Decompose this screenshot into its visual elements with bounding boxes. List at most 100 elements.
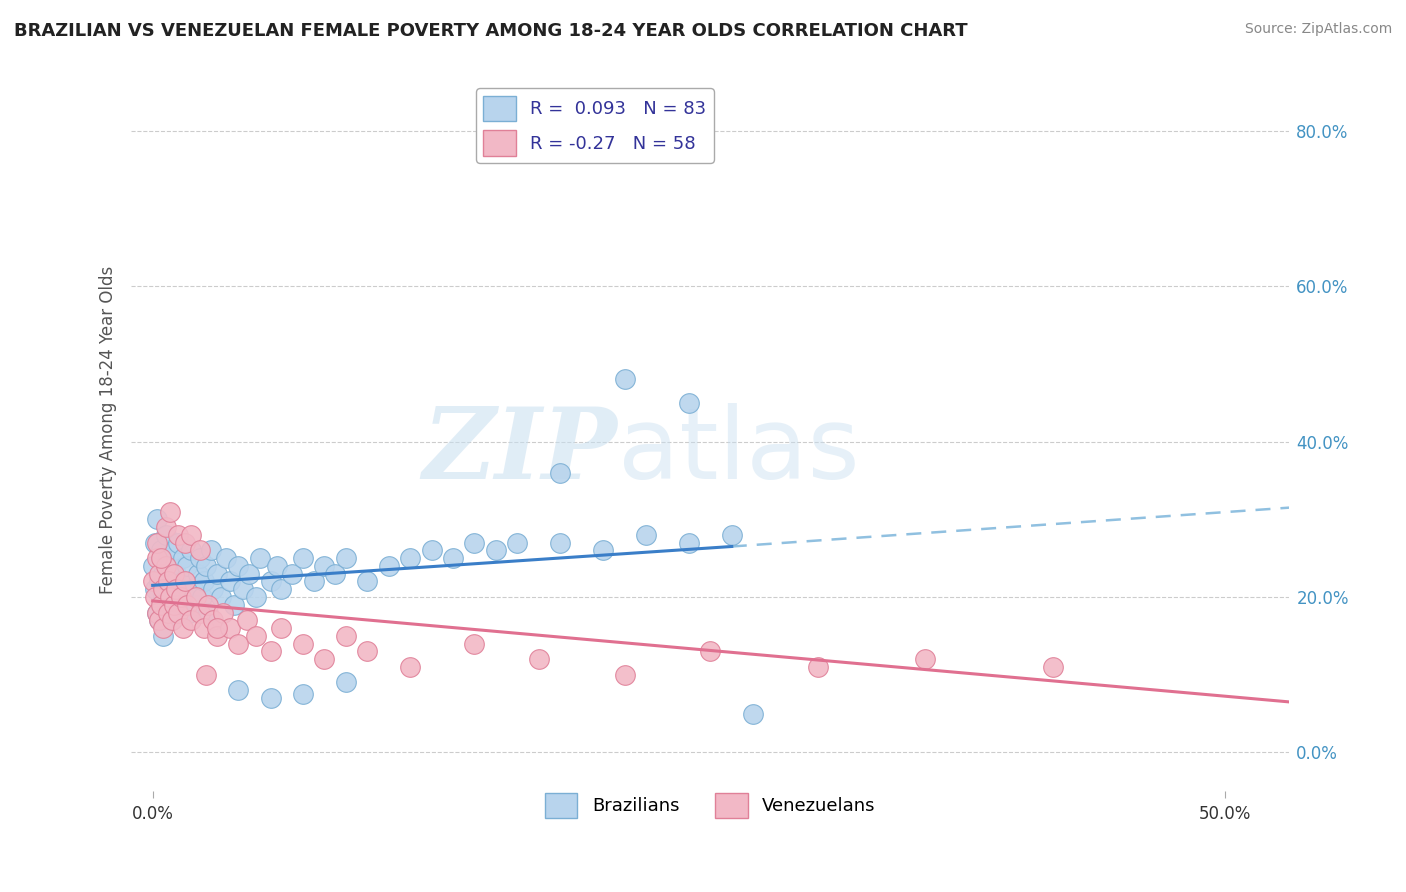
Point	[159, 598, 181, 612]
Point	[219, 621, 242, 635]
Point	[146, 535, 169, 549]
Point	[200, 543, 222, 558]
Point	[548, 466, 571, 480]
Point	[228, 637, 250, 651]
Point	[159, 590, 181, 604]
Point	[169, 598, 191, 612]
Text: ZIP: ZIP	[423, 403, 617, 500]
Point	[152, 590, 174, 604]
Point	[152, 621, 174, 635]
Point	[314, 652, 336, 666]
Point	[236, 613, 259, 627]
Point	[356, 644, 378, 658]
Point	[176, 598, 198, 612]
Point	[228, 558, 250, 573]
Point	[155, 606, 177, 620]
Point	[197, 606, 219, 620]
Point	[183, 582, 205, 597]
Point	[720, 528, 742, 542]
Point	[270, 582, 292, 597]
Point	[167, 606, 190, 620]
Point	[228, 683, 250, 698]
Point	[188, 543, 211, 558]
Point	[173, 590, 195, 604]
Point	[156, 574, 179, 589]
Point	[266, 558, 288, 573]
Point	[441, 551, 464, 566]
Y-axis label: Female Poverty Among 18-24 Year Olds: Female Poverty Among 18-24 Year Olds	[100, 266, 117, 594]
Point	[377, 558, 399, 573]
Point	[179, 606, 201, 620]
Point	[152, 566, 174, 581]
Point	[291, 687, 314, 701]
Text: atlas: atlas	[617, 403, 859, 500]
Point	[195, 667, 218, 681]
Point	[214, 551, 236, 566]
Point	[314, 558, 336, 573]
Point	[142, 574, 165, 589]
Point	[165, 582, 187, 597]
Point	[173, 574, 195, 589]
Point	[188, 551, 211, 566]
Point	[335, 629, 357, 643]
Point	[201, 582, 224, 597]
Point	[146, 606, 169, 620]
Point	[150, 543, 173, 558]
Point	[160, 613, 183, 627]
Point	[148, 574, 170, 589]
Point	[678, 395, 700, 409]
Point	[238, 566, 260, 581]
Point	[245, 629, 267, 643]
Point	[167, 535, 190, 549]
Point	[188, 606, 211, 620]
Point	[148, 613, 170, 627]
Point	[180, 543, 202, 558]
Point	[143, 535, 166, 549]
Point	[191, 590, 214, 604]
Text: BRAZILIAN VS VENEZUELAN FEMALE POVERTY AMONG 18-24 YEAR OLDS CORRELATION CHART: BRAZILIAN VS VENEZUELAN FEMALE POVERTY A…	[14, 22, 967, 40]
Point	[259, 574, 281, 589]
Point	[148, 613, 170, 627]
Point	[399, 551, 422, 566]
Point	[232, 582, 254, 597]
Point	[806, 660, 828, 674]
Point	[184, 590, 207, 604]
Point	[165, 566, 187, 581]
Point	[143, 590, 166, 604]
Point	[150, 551, 173, 566]
Point	[163, 543, 186, 558]
Point	[291, 551, 314, 566]
Point	[506, 535, 529, 549]
Point	[142, 558, 165, 573]
Point	[259, 691, 281, 706]
Point	[259, 644, 281, 658]
Point	[592, 543, 614, 558]
Point	[193, 574, 215, 589]
Point	[195, 558, 218, 573]
Point	[463, 637, 485, 651]
Point	[193, 621, 215, 635]
Point	[205, 629, 228, 643]
Point	[219, 574, 242, 589]
Point	[209, 590, 232, 604]
Point	[224, 598, 246, 612]
Point	[155, 558, 177, 573]
Point	[172, 574, 194, 589]
Legend: Brazilians, Venezuelans: Brazilians, Venezuelans	[537, 786, 883, 826]
Point	[176, 558, 198, 573]
Point	[281, 566, 304, 581]
Point	[205, 566, 228, 581]
Point	[167, 582, 190, 597]
Point	[163, 590, 186, 604]
Point	[180, 528, 202, 542]
Point	[249, 551, 271, 566]
Point	[184, 598, 207, 612]
Point	[613, 667, 636, 681]
Point	[699, 644, 721, 658]
Point	[146, 512, 169, 526]
Point	[152, 582, 174, 597]
Point	[172, 621, 194, 635]
Point	[152, 629, 174, 643]
Point	[167, 528, 190, 542]
Point	[914, 652, 936, 666]
